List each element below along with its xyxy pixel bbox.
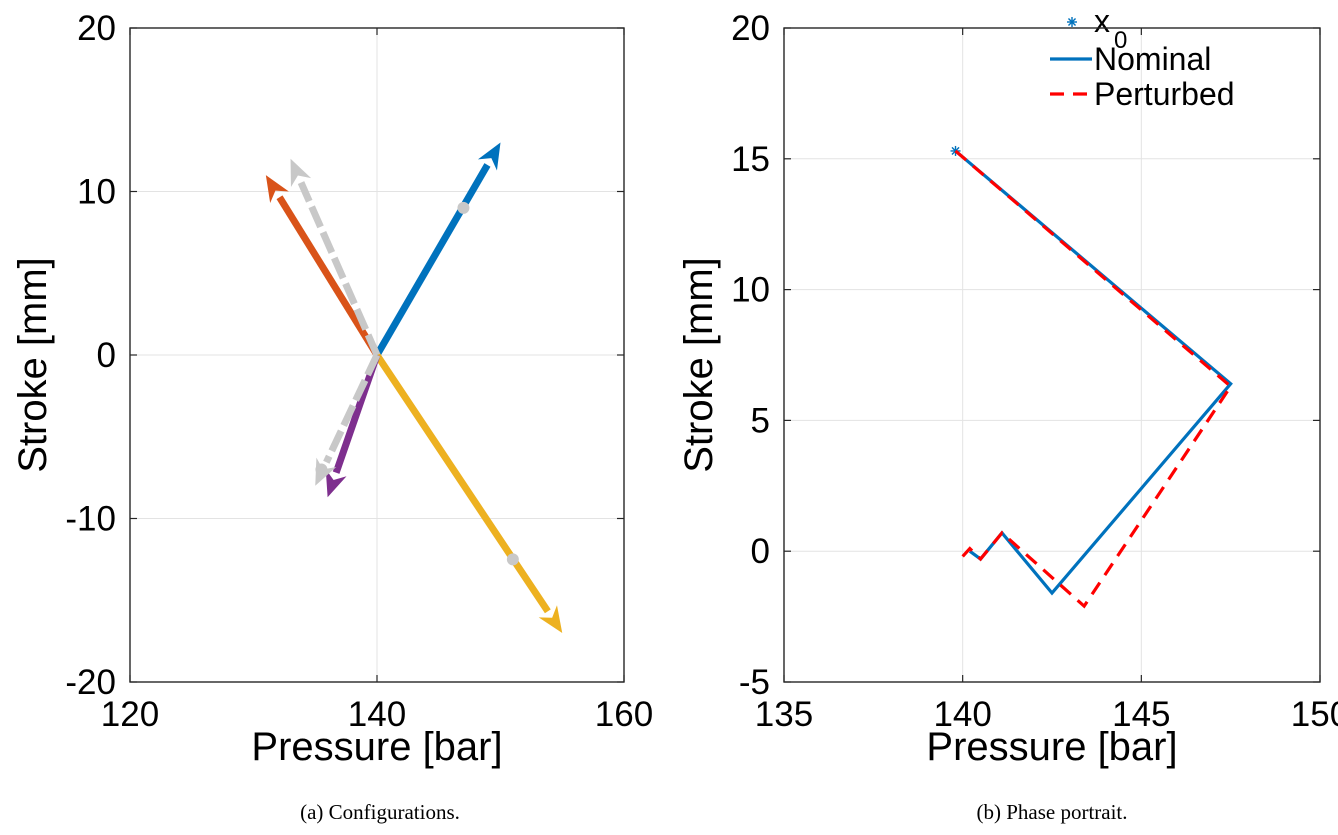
x-axis-label: Pressure [bar] <box>926 725 1177 769</box>
arrow-3-head <box>325 469 347 498</box>
gray-marker-2 <box>315 463 328 476</box>
x-axis-label: Pressure [bar] <box>251 725 502 769</box>
y-tick-label: -20 <box>65 663 116 702</box>
legend-label-nominal: Nominal <box>1094 41 1211 77</box>
y-tick-label: 20 <box>77 9 116 48</box>
x-tick-label: 160 <box>595 695 653 734</box>
plot-content <box>265 142 563 633</box>
y-tick-label: 5 <box>751 401 770 440</box>
arrow-0-head <box>477 142 501 171</box>
x-tick-label: 135 <box>755 695 813 734</box>
y-axis-label: Stroke [mm] <box>677 257 721 473</box>
arrow-5-shaft <box>323 353 381 464</box>
y-tick-label: 0 <box>97 336 116 375</box>
y-tick-label: 10 <box>77 173 116 212</box>
arrow-1 <box>265 175 380 357</box>
panel-configurations: 120 140 160 -20 -10 0 10 20 Pressure [bar] Stroke… <box>11 9 653 769</box>
arrow-4-shaft <box>297 181 381 357</box>
gray-marker-1 <box>506 553 519 566</box>
panel-phase-portrait: x0NominalPerturbed135140145150-505101520… <box>677 3 1338 769</box>
arrow-2 <box>374 353 563 633</box>
arrow-4-head <box>290 158 312 188</box>
plot-area <box>784 28 1320 682</box>
y-tick-label: 20 <box>731 9 770 48</box>
legend-label-x0: x <box>1094 3 1110 39</box>
caption-phase-portrait: (b) Phase portrait. <box>976 800 1128 824</box>
plot-content <box>950 145 1233 609</box>
arrow-2-shaft <box>374 353 551 614</box>
arrow-0-shaft <box>373 163 491 357</box>
legend-label-x0-subscript: 0 <box>1114 27 1127 54</box>
arrow-1-head <box>265 175 289 204</box>
arrow-1-shaft <box>276 195 380 357</box>
legend-asterisk-icon <box>1067 17 1077 27</box>
y-tick-label: -5 <box>739 663 770 702</box>
caption-configurations: (a) Configurations. <box>300 800 460 824</box>
figure: 120 140 160 -20 -10 0 10 20 Pressure [bar] Stroke… <box>11 3 1338 769</box>
gray-marker-0 <box>457 201 470 214</box>
arrow-2-head <box>538 605 563 633</box>
x-tick-label: 145 <box>1112 695 1170 734</box>
y-axis-label: Stroke [mm] <box>11 257 55 473</box>
arrow-0 <box>373 142 501 357</box>
x-tick-label: 150 <box>1291 695 1338 734</box>
y-tick-label: -10 <box>65 500 116 539</box>
y-tick-label: 0 <box>751 532 770 571</box>
x-tick-label: 140 <box>348 695 406 734</box>
legend-label-perturbed: Perturbed <box>1094 76 1235 112</box>
axes-frame <box>783 27 1321 683</box>
arrow-4 <box>290 158 381 357</box>
y-tick-label: 15 <box>731 140 770 179</box>
series-perturbed <box>954 149 1233 609</box>
x-tick-label: 140 <box>933 695 991 734</box>
y-tick-label: 10 <box>731 271 770 310</box>
x-tick-label: 120 <box>101 695 159 734</box>
